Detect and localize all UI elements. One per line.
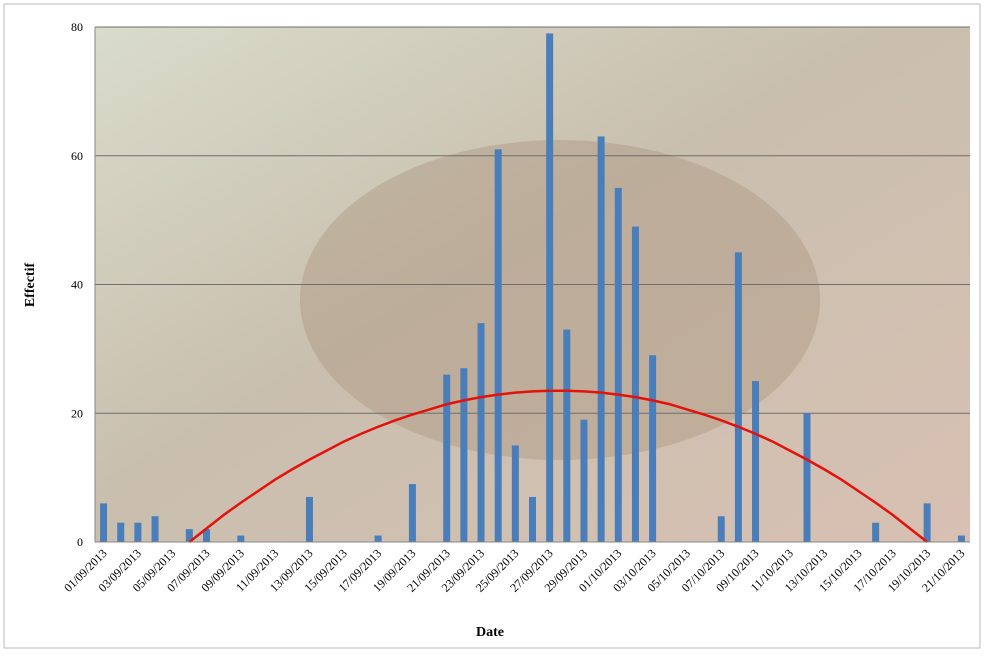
bar — [100, 503, 108, 542]
bar — [717, 516, 725, 542]
bar — [957, 535, 965, 542]
bar — [649, 355, 657, 542]
y-tick-label: 20 — [71, 406, 83, 420]
bar — [237, 535, 245, 542]
bar — [408, 484, 416, 542]
bar — [631, 226, 639, 542]
bar — [580, 419, 588, 542]
bar — [185, 529, 193, 542]
x-axis-title: Date — [476, 625, 504, 640]
y-tick-label: 80 — [71, 20, 83, 34]
bar — [477, 323, 485, 542]
bar — [529, 496, 536, 542]
bar — [752, 381, 760, 542]
background-photo-subject — [300, 140, 820, 460]
bar — [803, 413, 811, 542]
bar — [443, 374, 451, 542]
y-tick-label: 40 — [71, 278, 83, 292]
y-axis-title: Effectif — [23, 263, 38, 308]
bar — [546, 33, 554, 542]
bar — [117, 522, 125, 542]
bar — [460, 368, 468, 542]
trend-line — [188, 389, 928, 543]
bar — [597, 136, 605, 542]
bar — [203, 529, 211, 542]
bar — [511, 445, 519, 542]
bar — [563, 329, 571, 542]
bar — [151, 516, 159, 542]
bar — [734, 252, 742, 542]
bar — [614, 187, 622, 542]
y-tick-label: 60 — [71, 149, 83, 163]
bar — [494, 149, 502, 542]
y-tick-label: 0 — [77, 535, 83, 549]
bar — [872, 522, 880, 542]
bar — [305, 496, 313, 542]
bar — [134, 522, 142, 542]
bar — [923, 503, 931, 542]
bar — [374, 535, 382, 542]
